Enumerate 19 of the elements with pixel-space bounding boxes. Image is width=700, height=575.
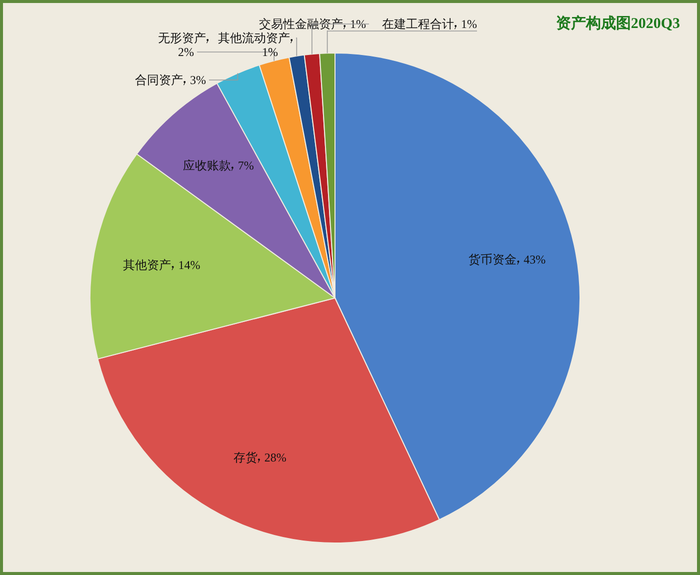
data-label: 7% xyxy=(238,158,254,173)
data-label: 3% xyxy=(190,73,206,87)
data-label: 2% xyxy=(178,45,194,59)
data-label: 28% xyxy=(264,450,286,465)
data-label: 43% xyxy=(524,252,546,267)
slice-label: 应收账款 xyxy=(182,158,231,173)
title: 资产构成图2020Q3 xyxy=(556,16,680,32)
slice-label: 货币资金 xyxy=(468,252,517,267)
data-label: 1% xyxy=(262,45,278,59)
slice-label: 其他资产 xyxy=(123,258,172,272)
slice-label: 无形资产 xyxy=(158,31,206,45)
data-label: 14% xyxy=(178,258,200,272)
slice-label: 在建工程合计 xyxy=(382,17,454,31)
data-label: 1% xyxy=(350,17,366,31)
slice-label: 合同资产 xyxy=(135,73,183,87)
slice-label: 存货 xyxy=(233,450,258,465)
slice-label: 其他流动资产 xyxy=(218,31,290,45)
data-label: 1% xyxy=(461,17,477,31)
slice-label: 交易性金融资产 xyxy=(259,17,343,31)
